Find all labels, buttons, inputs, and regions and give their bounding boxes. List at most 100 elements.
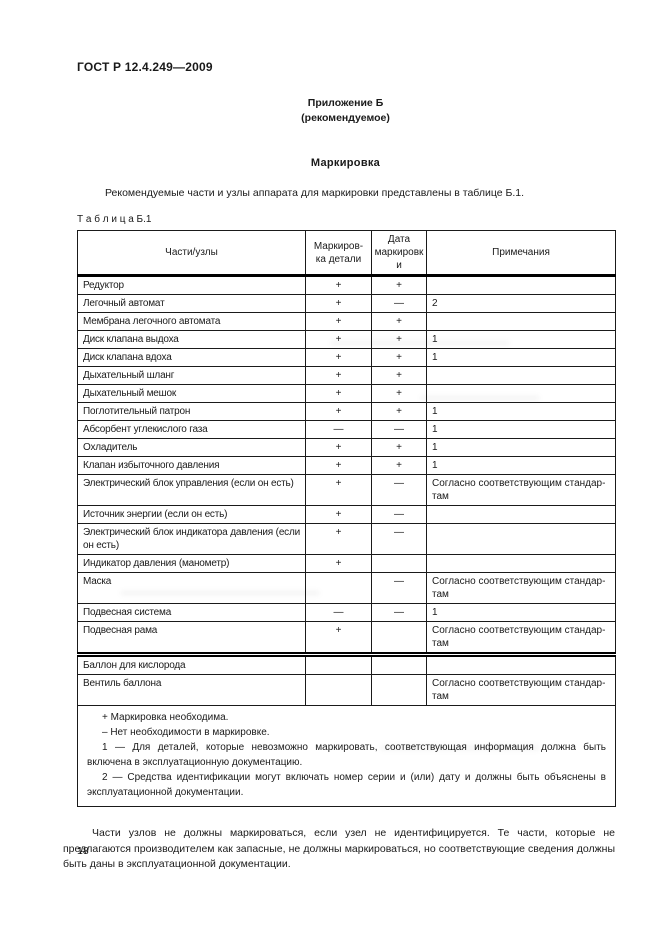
table-row: Дыхательный шланг + + (77, 366, 616, 385)
cell-part: Источник энергии (если он есть) (77, 505, 306, 524)
cell-date (371, 652, 427, 675)
cell-mark: + (305, 438, 372, 457)
cell-date: + (371, 366, 427, 385)
cell-part: Легочный автомат (77, 294, 306, 313)
cell-date: + (371, 330, 427, 349)
cell-note: Согласно соответствующим стандар- там (426, 674, 616, 706)
cell-part: Баллон для кислорода (77, 652, 306, 675)
cell-mark: + (305, 275, 372, 295)
table-row: Индикатор давления (манометр) + (77, 554, 616, 573)
cell-date (371, 554, 427, 573)
cell-note (426, 505, 616, 524)
cell-date: — (371, 505, 427, 524)
footnote-minus: – Нет необходимости в маркировке. (102, 727, 270, 738)
cell-date: — (371, 474, 427, 506)
cell-date: + (371, 275, 427, 295)
cell-part: Подвесная рама (77, 621, 306, 655)
table-row: Подвесная система — — 1 (77, 603, 616, 622)
table-row: Легочный автомат + — 2 (77, 294, 616, 313)
table-row: Вентиль баллона Согласно соответствующим… (77, 674, 616, 706)
cell-date (371, 674, 427, 706)
table-row: Источник энергии (если он есть) + — (77, 505, 616, 524)
cell-part: Редуктор (77, 275, 306, 295)
cell-part: Диск клапана вдоха (77, 348, 306, 367)
cell-part: Диск клапана выдоха (77, 330, 306, 349)
cell-mark (305, 652, 372, 675)
appendix-title: Приложение Б (307, 97, 384, 109)
table-row: Дыхательный мешок + + (77, 384, 616, 403)
table-row: Диск клапана выдоха + + 1 (77, 330, 616, 349)
cell-date: + (371, 348, 427, 367)
col-header-parts: Части/узлы (77, 230, 306, 277)
table-header-row: Части/узлы Маркиров- ка детали Дата марк… (77, 230, 616, 277)
page-content: ГОСТ Р 12.4.249—2009 Приложение Б (реком… (63, 60, 616, 873)
cell-note (426, 523, 616, 555)
cell-part: Подвесная система (77, 603, 306, 622)
cell-mark: + (305, 474, 372, 506)
cell-note: Согласно соответствующим стандар- там (426, 474, 616, 506)
cell-mark: + (305, 330, 372, 349)
col-header-date: Дата маркировк и (371, 230, 427, 277)
cell-note (426, 275, 616, 295)
cell-part: Клапан избыточного давления (77, 456, 306, 475)
table-row: Электрический блок индикатора давления (… (77, 523, 616, 555)
cell-part: Электрический блок индикатора давления (… (77, 523, 306, 555)
cell-mark: + (305, 366, 372, 385)
cell-note: Согласно соответствующим стандар- там (426, 572, 616, 604)
cell-note: 1 (426, 348, 616, 367)
cell-date: — (371, 572, 427, 604)
cell-note: 1 (426, 402, 616, 421)
table-row: Клапан избыточного давления + + 1 (77, 456, 616, 475)
cell-part: Дыхательный мешок (77, 384, 306, 403)
cell-part: Абсорбент углекислого газа (77, 420, 306, 439)
cell-date: — (371, 294, 427, 313)
cell-part: Мембрана легочного автомата (77, 312, 306, 331)
marking-table: Части/узлы Маркиров- ка детали Дата марк… (77, 230, 616, 807)
cell-note: 1 (426, 456, 616, 475)
cell-date: — (371, 420, 427, 439)
cell-mark: + (305, 384, 372, 403)
cell-mark (305, 572, 372, 604)
cell-part: Индикатор давления (манометр) (77, 554, 306, 573)
table-row: Поглотительный патрон + + 1 (77, 402, 616, 421)
table-row: Маска — Согласно соответствующим стандар… (77, 572, 616, 604)
cell-note: 1 (426, 603, 616, 622)
cell-mark: + (305, 312, 372, 331)
table-footnotes-cell: + Маркировка необходима. – Нет необходим… (77, 705, 616, 807)
cell-date: — (371, 603, 427, 622)
cell-mark: + (305, 554, 372, 573)
cell-note (426, 384, 616, 403)
cell-mark: + (305, 348, 372, 367)
cell-note: 2 (426, 294, 616, 313)
table-row: Электрический блок управления (если он е… (77, 474, 616, 506)
table-row: Мембрана легочного автомата + + (77, 312, 616, 331)
cell-part: Поглотительный патрон (77, 402, 306, 421)
table-row: Абсорбент углекислого газа — — 1 (77, 420, 616, 439)
cell-date: + (371, 384, 427, 403)
cell-note (426, 652, 616, 675)
cell-note: 1 (426, 330, 616, 349)
intro-paragraph: Рекомендуемые части и узлы аппарата для … (105, 187, 525, 199)
cell-date: — (371, 523, 427, 555)
cell-mark: + (305, 402, 372, 421)
cell-note (426, 312, 616, 331)
cell-part: Маска (77, 572, 306, 604)
footnote-plus: + Маркировка необходима. (102, 712, 229, 723)
table-row: Подвесная рама + Согласно соответствующи… (77, 621, 616, 655)
doc-number: ГОСТ Р 12.4.249—2009 (77, 60, 213, 74)
cell-note: Согласно соответствующим стандар- там (426, 621, 616, 655)
cell-date: + (371, 438, 427, 457)
table-row: Редуктор + + (77, 275, 616, 295)
page-number: 18 (77, 845, 89, 857)
cell-date: + (371, 312, 427, 331)
table-footnotes-row: + Маркировка необходима. – Нет необходим… (77, 705, 616, 807)
table-caption: Т а б л и ц а Б.1 (77, 214, 152, 225)
col-header-mark: Маркиров- ка детали (305, 230, 372, 277)
cell-part: Вентиль баллона (77, 674, 306, 706)
col-header-notes: Примечания (426, 230, 616, 277)
cell-date: + (371, 456, 427, 475)
cell-part: Электрический блок управления (если он е… (77, 474, 306, 506)
footnote-1: 1 — Для деталей, которые невозможно марк… (87, 742, 606, 768)
cell-note: 1 (426, 420, 616, 439)
